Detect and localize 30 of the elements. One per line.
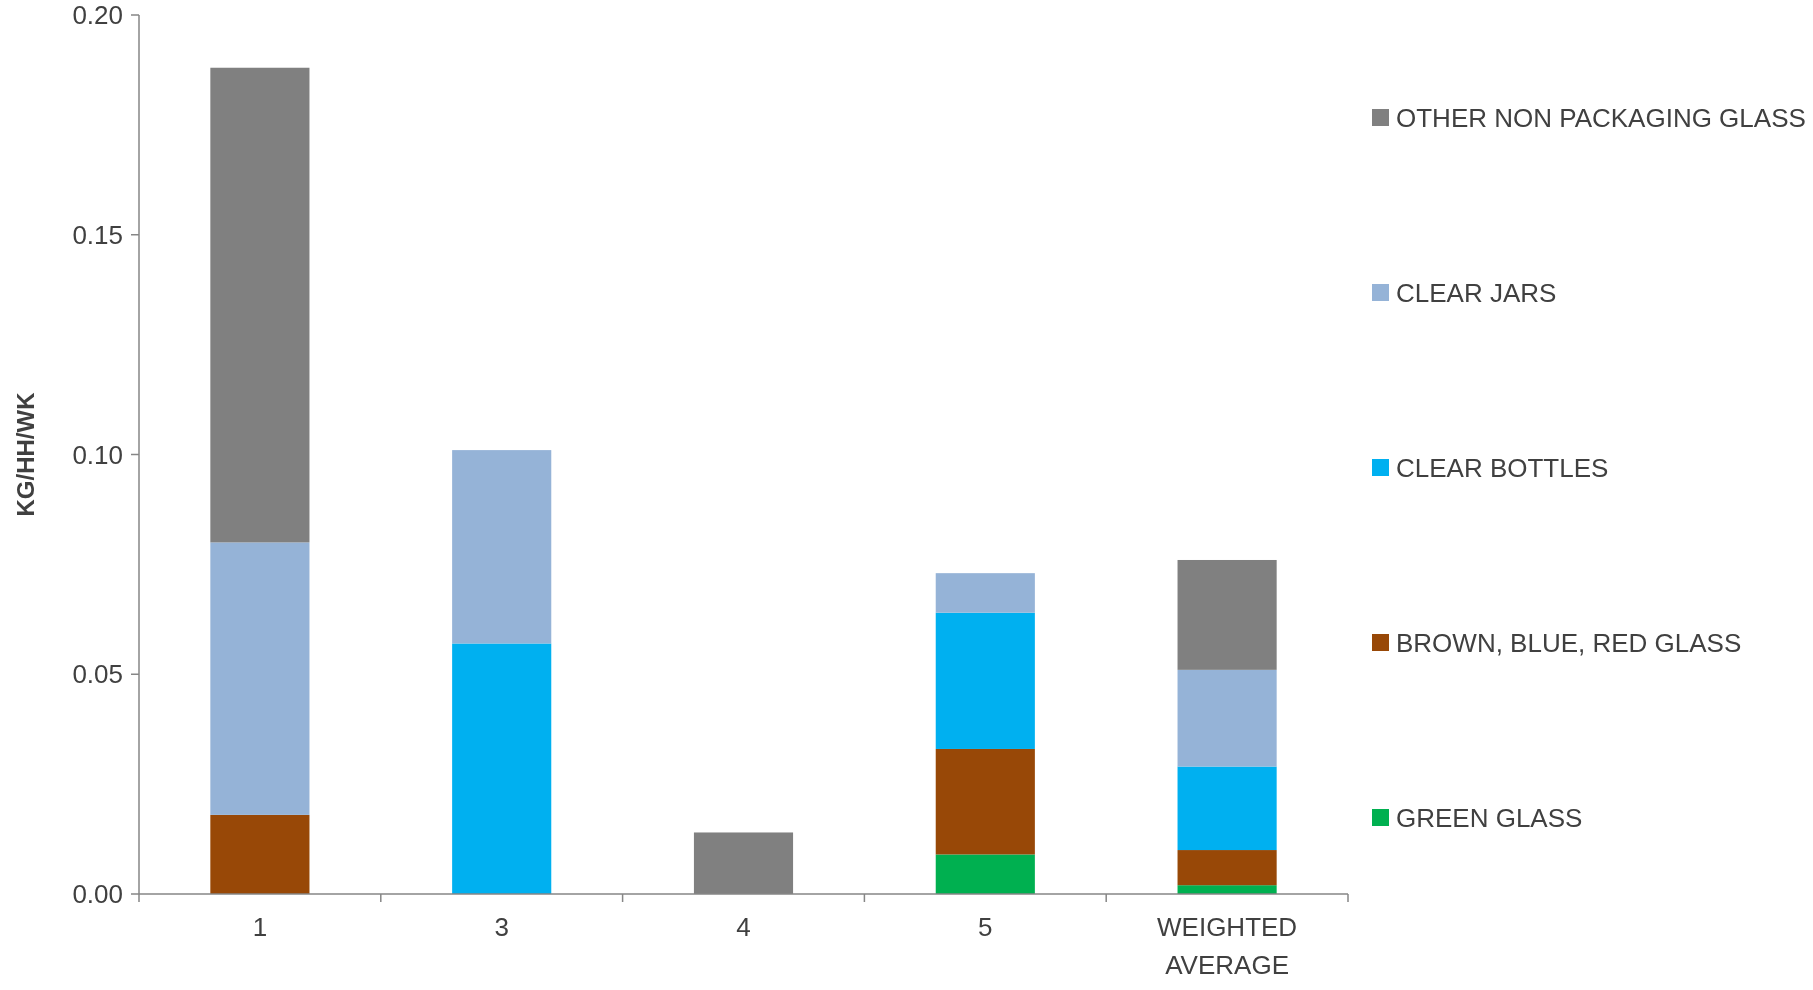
legend-label: CLEAR JARS [1396, 278, 1557, 309]
bar [210, 542, 310, 815]
y-axis-title: KG/HH/WK [12, 391, 39, 517]
bar [1177, 766, 1277, 851]
bar [452, 643, 552, 894]
bar [1177, 559, 1277, 670]
bar [210, 67, 310, 543]
legend-label: GREEN GLASS [1396, 803, 1583, 834]
x-tick-label: 3 [494, 912, 509, 942]
x-tick-label: WEIGHTED AVERAGE [1157, 912, 1298, 980]
bar [1177, 885, 1277, 894]
y-tick-label: 0.00 [72, 879, 123, 910]
legend-label: CLEAR BOTTLES [1396, 453, 1609, 484]
bar [935, 854, 1035, 894]
bar [210, 814, 310, 894]
y-tick-label: 0.15 [72, 219, 123, 250]
bar [1177, 850, 1277, 886]
y-tick-label: 0.10 [72, 439, 123, 470]
bar [935, 612, 1035, 749]
bar [1177, 669, 1277, 767]
legend-label: OTHER NON PACKAGING GLASS [1396, 103, 1806, 134]
x-tick-label: 4 [736, 912, 751, 942]
y-tick-label: 0.20 [72, 0, 123, 31]
bar [935, 573, 1035, 613]
x-tick-label: 1 [252, 912, 268, 942]
x-tick-label: 5 [978, 912, 993, 942]
y-tick-label: 0.05 [72, 659, 123, 690]
bar [935, 748, 1035, 855]
legend-label: BROWN, BLUE, RED GLASS [1396, 628, 1742, 659]
bar [452, 450, 552, 644]
